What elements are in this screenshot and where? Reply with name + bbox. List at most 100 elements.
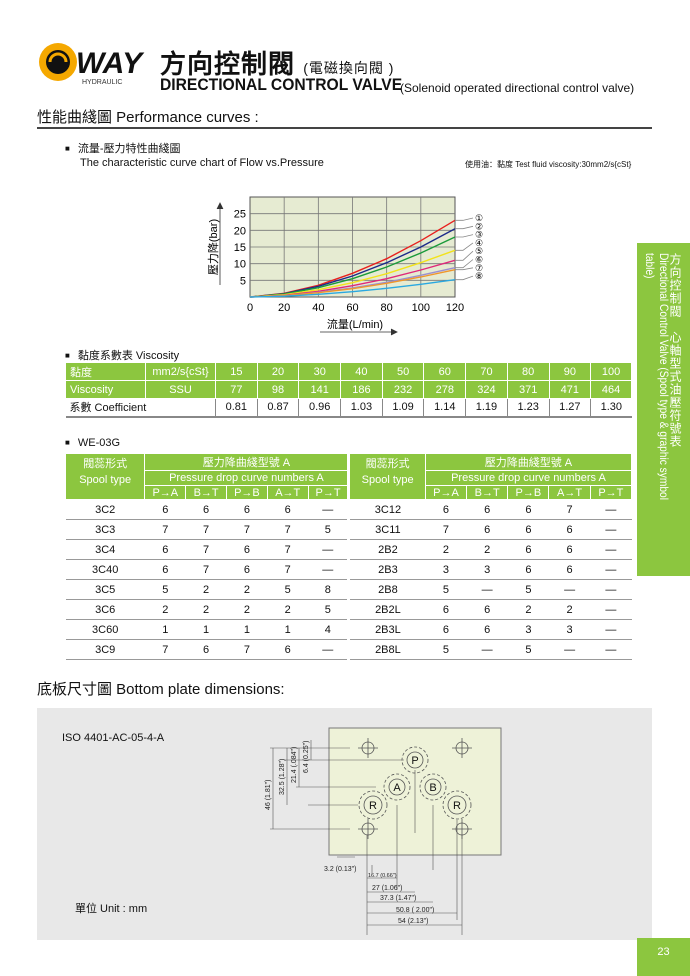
curve-number: 2 [507, 599, 549, 620]
curve-number: — [590, 519, 632, 540]
curve-number: 6 [144, 539, 186, 560]
curve-number: — [548, 579, 591, 600]
legend-leader [455, 242, 474, 251]
column-header: B→T [185, 485, 227, 500]
section-tab-en: Directional Control Valve (Spool type & … [643, 253, 671, 500]
cell: 15 [215, 362, 258, 381]
curve-number: 3 [507, 619, 549, 640]
spool-type: 2B2L [347, 599, 426, 620]
legend-leader [455, 225, 474, 230]
dim-50-8: 50.8 ( 2.00") [396, 907, 434, 914]
curve-number: 6 [425, 499, 467, 520]
x-tick-label: 20 [278, 302, 290, 314]
curve-header-cn: 壓力降曲綫型號 A [424, 453, 633, 471]
spool-type-header: 閥蕊形式 Spool type [64, 453, 146, 500]
cell: 1.27 [548, 398, 591, 417]
y-tick-label: 20 [234, 225, 246, 237]
table-row: 3C5 5 2 2 5 8 2B8 5—5— — [65, 579, 632, 600]
curve-number: — [590, 579, 632, 600]
cell: 30 [298, 362, 342, 381]
dim-32-5: 32.5 (1.28") [279, 759, 286, 795]
curve-number: 6 [466, 599, 508, 620]
viscosity-table: 黏度 mm2/s{cSt} 15 20 30 40 50 60 70 80 90 100 Viscos… [65, 362, 632, 418]
spool-type: 3C40 [65, 559, 145, 580]
curve-number: — [308, 559, 349, 580]
x-tick-label: 40 [312, 302, 324, 314]
cell: 100 [590, 362, 632, 381]
curve-number: 1 [226, 619, 268, 640]
cell: 50 [381, 362, 425, 381]
dim-27: 27 (1.06") [372, 885, 403, 892]
curve-number: 5 [144, 579, 186, 600]
we03g-heading: WE-03G [65, 437, 120, 449]
cell: 232 [381, 380, 425, 399]
cell: 98 [256, 380, 300, 399]
table-row: 3C3 7 7 7 7 5 3C11 7 6 6 6— [65, 519, 632, 540]
cell: 1.23 [506, 398, 549, 417]
cell: Viscosity [65, 380, 146, 399]
cell: 186 [340, 380, 383, 399]
curve-number: 7 [267, 519, 309, 540]
curve-number: 4 [308, 619, 349, 640]
legend-label: ① [475, 213, 483, 223]
legend-label: ⑤ [475, 246, 483, 256]
curve-number: 1 [144, 619, 186, 640]
curve-number: 6 [507, 539, 549, 560]
spool-curve-table: 閥蕊形式 Spool type 壓力降曲綫型號 A 閥蕊形式 Spool type … [64, 453, 633, 660]
legend-label: ⑥ [475, 255, 483, 265]
curve-number: 6 [144, 559, 186, 580]
spool-type-header: 閥蕊形式 Spool type [347, 453, 426, 500]
curve-number: 2 [466, 539, 508, 560]
spool-type: 2B8L [347, 639, 426, 660]
legend-leader [455, 275, 474, 281]
dim-21-4: 21.4 (.084") [291, 747, 298, 783]
table-row: 3C4 6 7 6 7—2B2 2 2 6 6— [65, 539, 632, 560]
table-row: 3C9 7 6 7 6—2B8L 5—5— — [65, 639, 632, 660]
curve-number: — [590, 599, 632, 620]
cell: 1.03 [340, 398, 383, 417]
curve-number: 5 [425, 639, 467, 660]
curve-number: — [590, 499, 632, 520]
curve-header-en: Pressure drop curve numbers A [144, 470, 350, 486]
y-axis-label: 壓力降(bar) [206, 219, 220, 275]
mount-hole-icon [452, 738, 472, 758]
legend-leader [455, 250, 474, 261]
curve-header-cn: 壓力降曲綫型號 A [144, 453, 350, 471]
cell: 464 [590, 380, 632, 399]
curve-number: 6 [226, 539, 268, 560]
cell: 20 [256, 362, 300, 381]
cell: 1.14 [423, 398, 466, 417]
spool-type: 3C5 [65, 579, 145, 600]
curve-number: — [308, 539, 349, 560]
port-r-right [442, 790, 472, 820]
curve-number: — [308, 499, 349, 520]
svg-text:P: P [411, 755, 418, 767]
curve-number: 6 [466, 619, 508, 640]
curve-number: 3 [466, 559, 508, 580]
column-header: A→T [266, 485, 309, 500]
dim-6-4: 6.4 (0.25") [303, 741, 310, 773]
curve-number: 6 [144, 499, 186, 520]
dim-16-7: 16.7 (0.66") [368, 873, 397, 879]
curve-number: 7 [267, 539, 309, 560]
svg-text:WAY: WAY [76, 47, 145, 80]
mount-hole-icon [358, 738, 378, 758]
page-title-cn: 方向控制閥 (電磁換向閥 ) [160, 49, 395, 79]
dim-37-3: 37.3 (1.47") [380, 895, 416, 902]
test-fluid-note: 使用油：黏度 Test fluid viscosity:30mm2/s{cSt} [465, 160, 632, 169]
x-tick-label: 0 [247, 302, 253, 314]
mount-hole-icon [358, 819, 378, 839]
table-row: 3C40 6 7 6 7—2B3 3 3 6 6— [65, 559, 632, 580]
unit-label: 單位 Unit : mm [75, 903, 148, 915]
y-axis-arrow [216, 202, 224, 285]
table-row: 3C6 2 2 2 2 5 2B2L 6 6 2 2— [65, 599, 632, 620]
x-tick-label: 60 [346, 302, 358, 314]
cell: SSU [145, 380, 216, 399]
column-header: B→T [466, 485, 509, 500]
legend-leader [455, 234, 474, 238]
curve-number: 1 [185, 619, 227, 640]
cell: 80 [506, 362, 550, 381]
spool-type: 2B3L [347, 619, 426, 640]
divider [37, 127, 652, 129]
cell: 70 [465, 362, 508, 381]
